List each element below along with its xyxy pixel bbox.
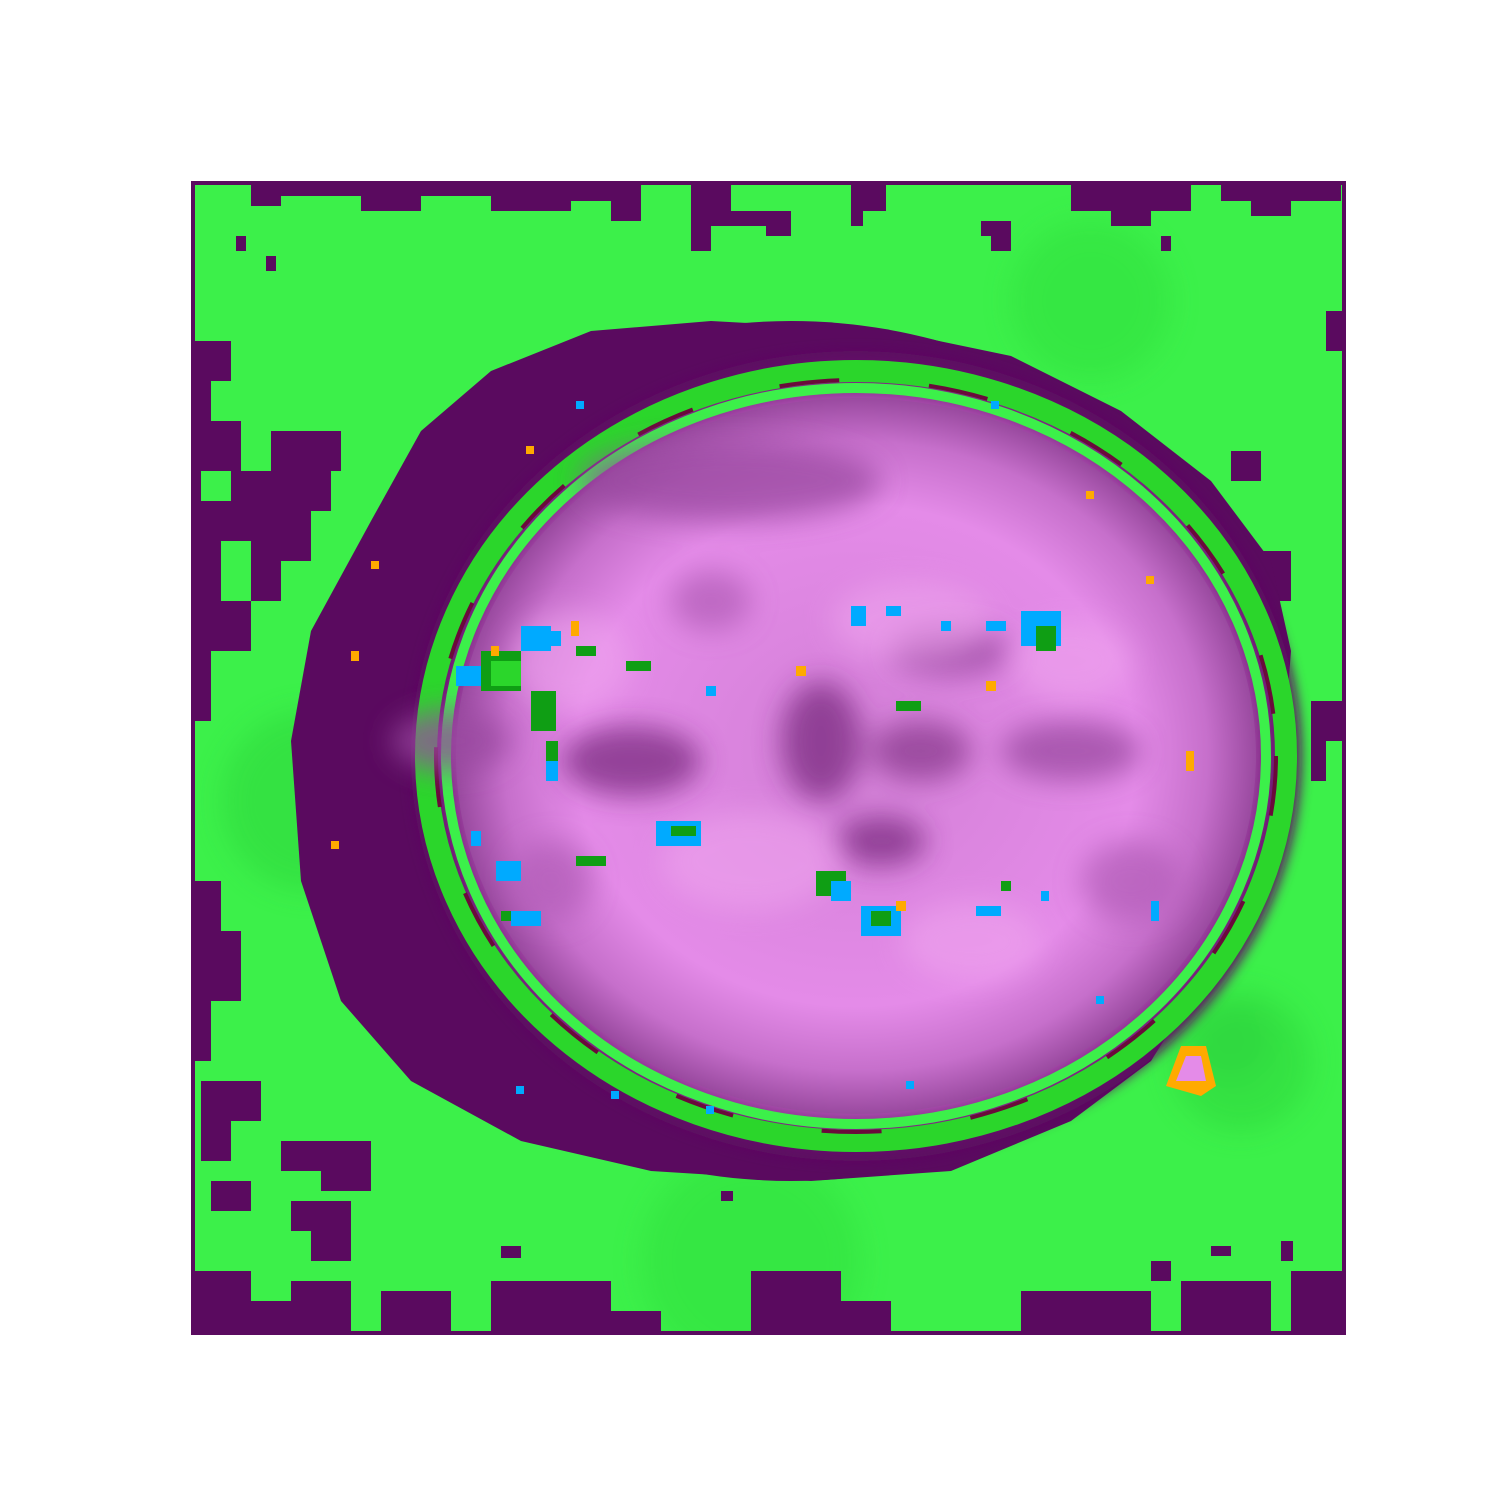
- dark-noise-regions: [191, 181, 1346, 1335]
- segmentation-speckles: [331, 401, 1194, 1114]
- mri-overlay-image: [191, 181, 1346, 1335]
- lesion-marker: [1166, 1046, 1216, 1096]
